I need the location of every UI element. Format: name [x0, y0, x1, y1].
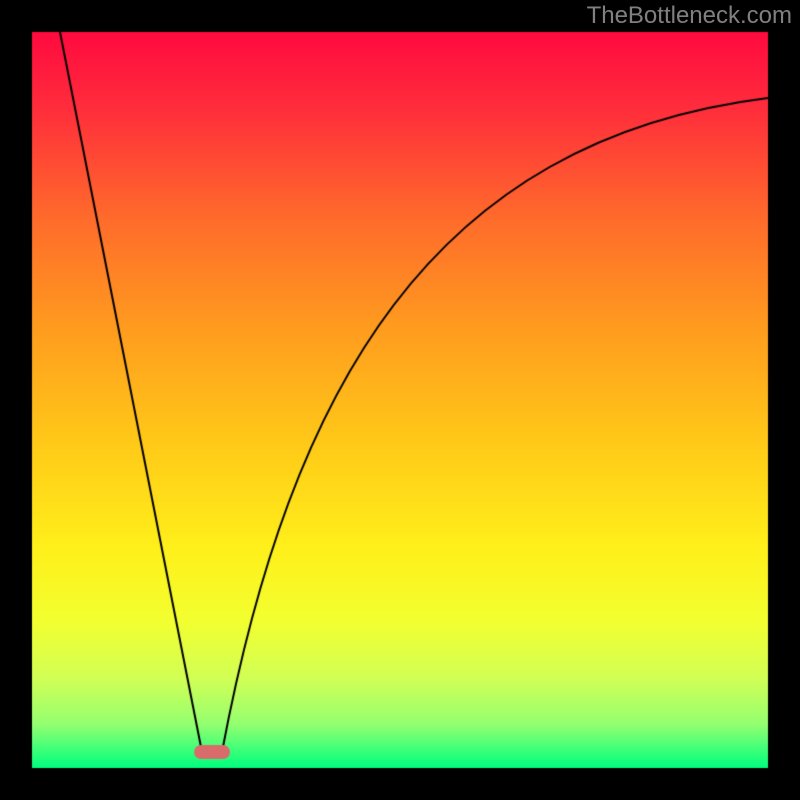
chart-container: TheBottleneck.com [0, 0, 800, 800]
bottleneck-chart-canvas [0, 0, 800, 800]
